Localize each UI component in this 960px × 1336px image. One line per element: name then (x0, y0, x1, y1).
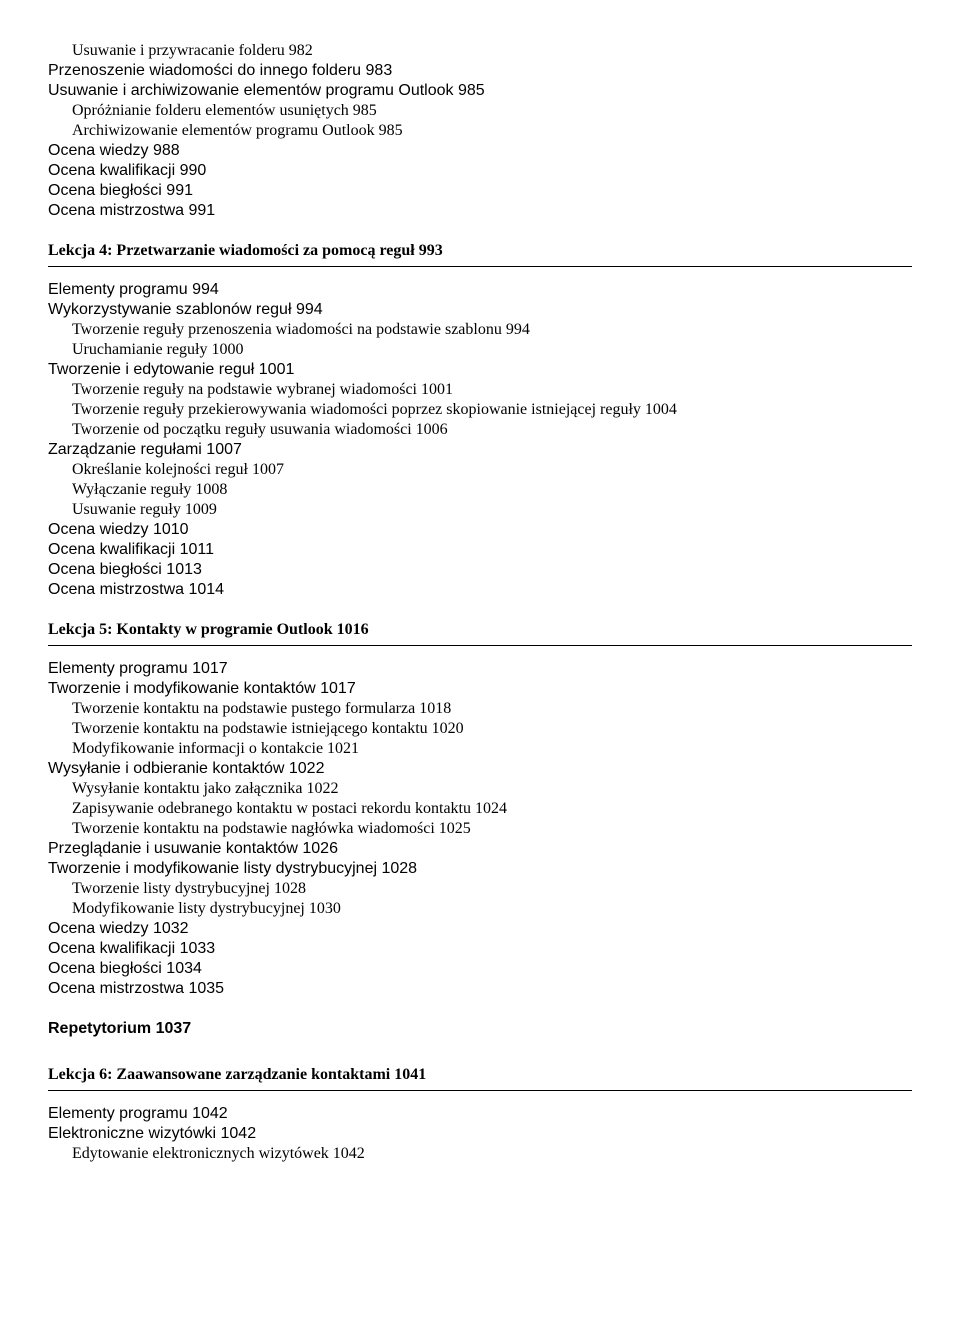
toc-entry: Edytowanie elektronicznych wizytówek 104… (72, 1145, 912, 1163)
toc-entry: Ocena mistrzostwa 1014 (48, 581, 912, 599)
toc-entry: Usuwanie i archiwizowanie elementów prog… (48, 82, 912, 100)
toc-entry: Opróżnianie folderu elementów usuniętych… (72, 102, 912, 120)
toc-entry: Usuwanie reguły 1009 (72, 501, 912, 519)
toc-entry: Tworzenie reguły na podstawie wybranej w… (72, 381, 912, 399)
toc-entry: Zapisywanie odebranego kontaktu w postac… (72, 800, 912, 818)
toc-entry: Tworzenie i edytowanie reguł 1001 (48, 361, 912, 379)
toc-entry: Uruchamianie reguły 1000 (72, 341, 912, 359)
toc-entry: Tworzenie kontaktu na podstawie istnieją… (72, 720, 912, 738)
toc-entry: Wysyłanie i odbieranie kontaktów 1022 (48, 760, 912, 778)
toc-entry: Ocena kwalifikacji 990 (48, 162, 912, 180)
toc-entry: Ocena wiedzy 1010 (48, 521, 912, 539)
section-title-lekcja4: Lekcja 4: Przetwarzanie wiadomości za po… (48, 242, 912, 260)
toc-entry: Ocena wiedzy 1032 (48, 920, 912, 938)
toc-entry: Wysyłanie kontaktu jako załącznika 1022 (72, 780, 912, 798)
toc-entry: Ocena kwalifikacji 1033 (48, 940, 912, 958)
toc-entry: Tworzenie listy dystrybucyjnej 1028 (72, 880, 912, 898)
toc-entry: Modyfikowanie listy dystrybucyjnej 1030 (72, 900, 912, 918)
toc-entry: Tworzenie kontaktu na podstawie nagłówka… (72, 820, 912, 838)
toc-entry: Elektroniczne wizytówki 1042 (48, 1125, 912, 1143)
toc-entry: Tworzenie od początku reguły usuwania wi… (72, 421, 912, 439)
section-divider (48, 266, 912, 267)
toc-entry: Zarządzanie regułami 1007 (48, 441, 912, 459)
toc-entry: Przeglądanie i usuwanie kontaktów 1026 (48, 840, 912, 858)
section-divider (48, 1090, 912, 1091)
toc-entry: Elementy programu 1042 (48, 1105, 912, 1123)
toc-entry: Tworzenie kontaktu na podstawie pustego … (72, 700, 912, 718)
toc-entry: Tworzenie i modyfikowanie listy dystrybu… (48, 860, 912, 878)
toc-entry: Określanie kolejności reguł 1007 (72, 461, 912, 479)
toc-entry: Usuwanie i przywracanie folderu 982 (72, 42, 912, 60)
section-title-lekcja5: Lekcja 5: Kontakty w programie Outlook 1… (48, 621, 912, 639)
repetytorium-heading: Repetytorium 1037 (48, 1020, 912, 1038)
toc-entry: Tworzenie reguły przenoszenia wiadomości… (72, 321, 912, 339)
toc-entry: Elementy programu 994 (48, 281, 912, 299)
toc-entry: Wykorzystywanie szablonów reguł 994 (48, 301, 912, 319)
toc-entry: Ocena mistrzostwa 991 (48, 202, 912, 220)
toc-entry: Ocena biegłości 1013 (48, 561, 912, 579)
toc-entry: Tworzenie reguły przekierowywania wiadom… (72, 401, 912, 419)
toc-entry: Elementy programu 1017 (48, 660, 912, 678)
toc-entry: Ocena mistrzostwa 1035 (48, 980, 912, 998)
toc-entry: Wyłączanie reguły 1008 (72, 481, 912, 499)
toc-entry: Przenoszenie wiadomości do innego folder… (48, 62, 912, 80)
toc-entry: Tworzenie i modyfikowanie kontaktów 1017 (48, 680, 912, 698)
toc-entry: Archiwizowanie elementów programu Outloo… (72, 122, 912, 140)
toc-entry: Ocena biegłości 1034 (48, 960, 912, 978)
toc-entry: Ocena wiedzy 988 (48, 142, 912, 160)
section-title-lekcja6: Lekcja 6: Zaawansowane zarządzanie konta… (48, 1066, 912, 1084)
toc-entry: Modyfikowanie informacji o kontakcie 102… (72, 740, 912, 758)
toc-entry: Ocena biegłości 991 (48, 182, 912, 200)
toc-entry: Ocena kwalifikacji 1011 (48, 541, 912, 559)
section-divider (48, 645, 912, 646)
